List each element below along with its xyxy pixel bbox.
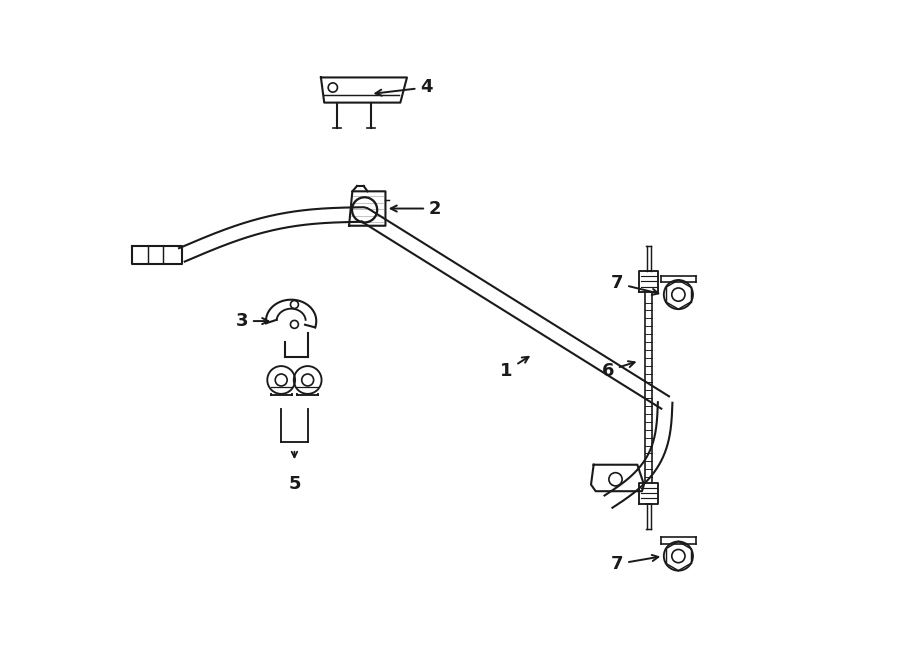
Text: 6: 6 xyxy=(602,361,634,380)
Text: 7: 7 xyxy=(611,555,658,573)
Text: 1: 1 xyxy=(500,357,528,380)
Text: 4: 4 xyxy=(375,78,433,97)
Text: 5: 5 xyxy=(288,475,301,493)
Text: 2: 2 xyxy=(391,199,441,218)
Text: 3: 3 xyxy=(236,312,268,330)
Text: 7: 7 xyxy=(611,274,659,295)
